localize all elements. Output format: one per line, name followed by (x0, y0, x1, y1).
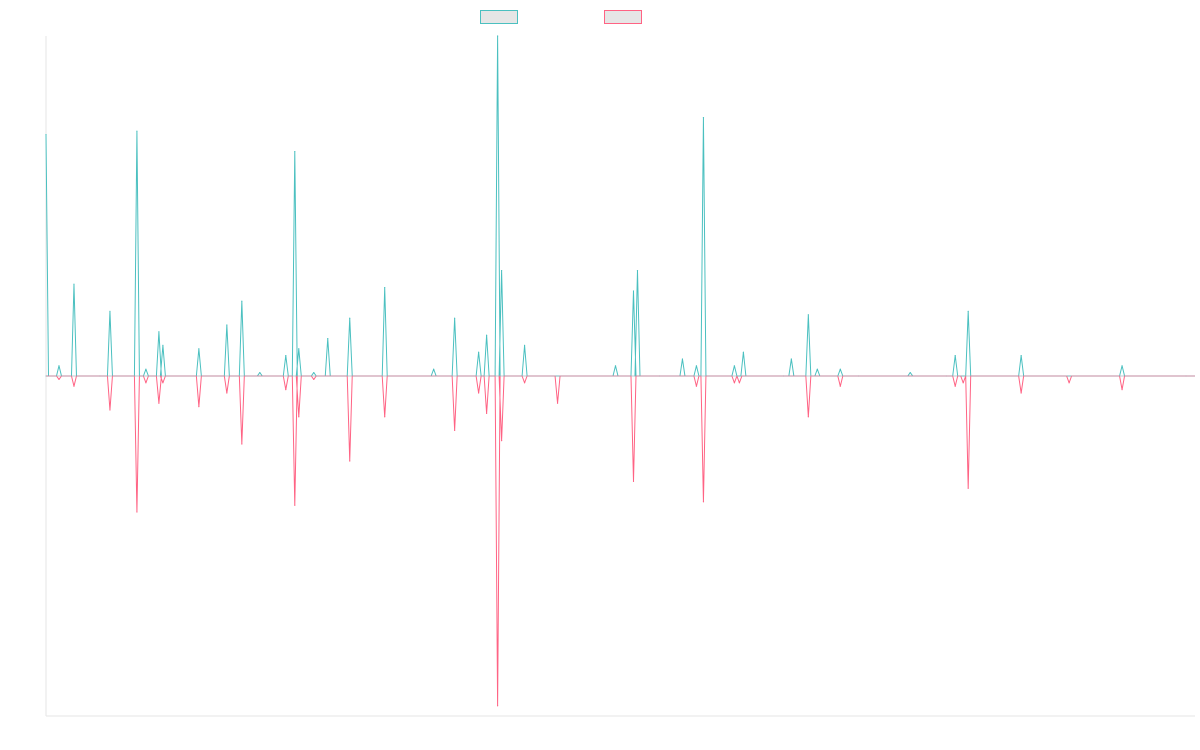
data-point-a-6 (136, 130, 138, 132)
series-line-b (46, 375, 1195, 707)
data-point-a-18 (327, 338, 329, 340)
data-point-b-0 (58, 378, 60, 380)
data-point-a-34 (702, 117, 705, 119)
data-point-a-41 (839, 368, 841, 370)
data-point-b-25 (702, 501, 705, 503)
data-point-b-19 (497, 705, 499, 707)
data-point-b-26 (733, 382, 736, 384)
data-point-b-17 (478, 392, 480, 394)
data-point-a-10 (198, 348, 200, 350)
data-point-a-28 (614, 365, 617, 367)
data-point-a-19 (349, 317, 351, 319)
data-point-b-7 (198, 406, 200, 408)
data-point-a-21 (433, 368, 435, 370)
data-point-b-12 (298, 416, 300, 418)
data-point-b-13 (313, 378, 315, 380)
data-point-a-5 (109, 310, 111, 312)
data-point-b-2 (109, 409, 111, 411)
data-point-b-21 (523, 382, 526, 384)
data-point-a-45 (954, 355, 956, 357)
data-point-a-33 (695, 365, 698, 367)
data-point-b-32 (967, 487, 969, 489)
data-point-a-8 (158, 331, 160, 333)
data-point-a-2 (58, 365, 60, 367)
legend-swatch-series-a[interactable] (480, 10, 518, 24)
series-line-a (45, 35, 1195, 377)
data-point-a-46 (967, 310, 969, 312)
data-point-a-22 (454, 317, 456, 319)
data-point-b-14 (349, 460, 351, 462)
data-point-a-48 (1121, 365, 1123, 367)
data-point-b-30 (954, 385, 956, 387)
data-point-b-11 (294, 504, 296, 506)
data-point-a-26 (501, 270, 503, 272)
data-point-b-35 (1121, 389, 1123, 391)
data-point-a-15 (294, 151, 296, 153)
data-point-b-31 (962, 382, 964, 384)
data-point-b-29 (839, 385, 841, 387)
data-point-b-9 (241, 443, 243, 445)
data-point-a-17 (313, 372, 315, 374)
data-point-a-29 (632, 290, 635, 292)
data-point-a-30 (636, 270, 639, 272)
legend-swatch-series-b[interactable] (604, 10, 642, 24)
data-point-a-25 (497, 35, 499, 37)
data-point-a-14 (285, 355, 287, 357)
data-point-a-23 (478, 351, 480, 353)
data-point-a-9 (162, 344, 164, 346)
data-point-a-0 (45, 134, 47, 136)
data-point-b-28 (807, 416, 809, 418)
data-point-b-6 (162, 382, 164, 384)
data-point-a-12 (241, 300, 243, 302)
data-point-a-32 (681, 358, 684, 360)
data-point-a-47 (1020, 355, 1022, 357)
data-point-a-11 (226, 324, 228, 326)
data-point-a-20 (384, 287, 386, 289)
data-point-b-33 (1020, 392, 1022, 394)
data-point-b-16 (454, 429, 456, 431)
data-point-a-38 (790, 358, 792, 360)
data-point-b-10 (285, 389, 287, 391)
data-point-a-27 (523, 344, 526, 346)
data-point-a-3 (73, 283, 75, 285)
data-point-b-15 (384, 416, 386, 418)
data-point-b-24 (695, 385, 698, 387)
data-point-a-39 (807, 314, 809, 316)
data-point-a-36 (742, 351, 744, 353)
data-point-b-20 (501, 440, 503, 442)
data-point-a-35 (733, 365, 736, 367)
data-point-a-24 (486, 334, 488, 336)
data-point-a-43 (909, 372, 911, 374)
data-point-a-7 (145, 368, 147, 370)
data-point-b-18 (486, 412, 488, 414)
data-point-b-4 (145, 382, 147, 384)
data-point-a-16 (298, 348, 300, 350)
data-point-b-34 (1068, 382, 1070, 384)
data-point-b-3 (136, 511, 138, 513)
data-point-a-40 (816, 368, 818, 370)
data-point-b-22 (556, 402, 559, 404)
data-point-b-27 (738, 382, 740, 384)
data-point-b-23 (632, 480, 635, 482)
data-point-b-1 (73, 385, 75, 387)
data-point-a-13 (259, 372, 261, 374)
data-point-b-8 (226, 392, 228, 394)
data-point-b-5 (158, 402, 160, 404)
